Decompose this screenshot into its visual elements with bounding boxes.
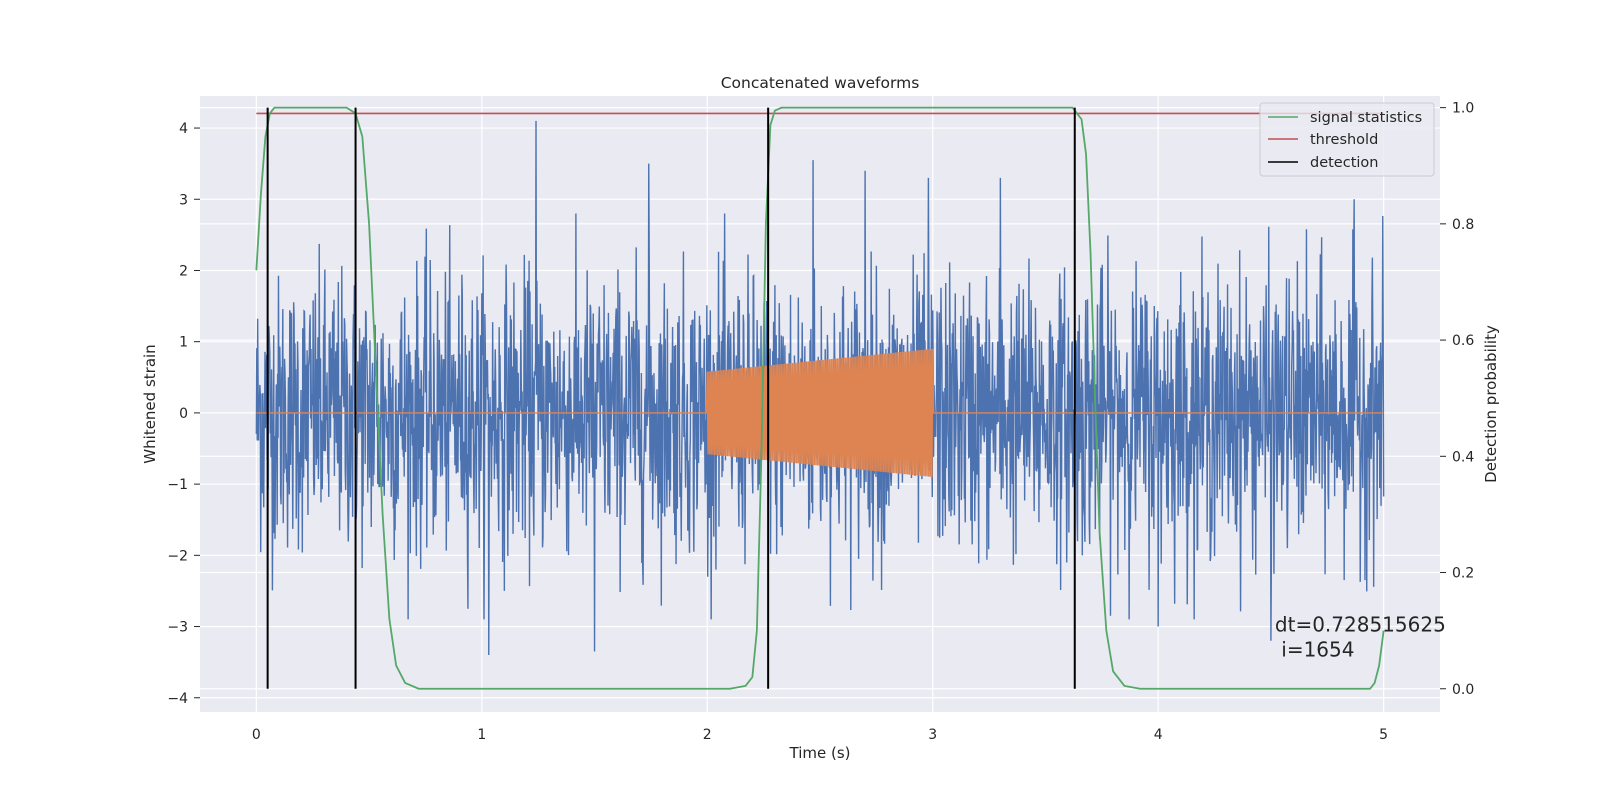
x-tick-label: 1 bbox=[477, 727, 486, 743]
x-tick-label: 5 bbox=[1379, 727, 1388, 743]
legend: signal statistics threshold detection bbox=[1259, 102, 1435, 177]
left-y-tick-labels: −4 −3 −2 −1 0 1 2 3 4 bbox=[167, 121, 200, 707]
right-y-tick-label: 0.8 bbox=[1452, 217, 1474, 233]
series-layer bbox=[255, 106, 1385, 690]
left-y-tick-label: 3 bbox=[179, 192, 188, 208]
chart-title: Concatenated waveforms bbox=[721, 74, 920, 92]
x-tick-label: 3 bbox=[928, 727, 937, 743]
x-tick-label: 4 bbox=[1154, 727, 1163, 743]
legend-label-threshold: threshold bbox=[1310, 132, 1378, 148]
x-tick-label: 0 bbox=[252, 727, 261, 743]
annotation-dt: dt=0.728515625 bbox=[1275, 613, 1446, 637]
left-y-axis-label: Whitened strain bbox=[141, 344, 159, 463]
injected-waveform-line bbox=[256, 348, 1384, 477]
right-y-tick-label: 1.0 bbox=[1452, 101, 1474, 117]
left-y-tick-label: −4 bbox=[167, 691, 188, 707]
right-y-tick-labels: 0.0 0.2 0.4 0.6 0.8 1.0 bbox=[1440, 101, 1474, 698]
legend-label-signal-statistics: signal statistics bbox=[1310, 110, 1422, 126]
annotation: dt=0.728515625 i=1654 bbox=[1275, 613, 1446, 662]
left-y-tick-label: −2 bbox=[167, 548, 188, 564]
left-y-tick-label: 1 bbox=[179, 335, 188, 351]
left-y-tick-label: 2 bbox=[179, 263, 188, 279]
right-y-tick-label: 0.4 bbox=[1452, 449, 1474, 465]
annotation-index: i=1654 bbox=[1275, 638, 1355, 662]
right-y-axis-label: Detection probability bbox=[1482, 325, 1500, 483]
left-y-tick-label: −3 bbox=[167, 620, 188, 636]
x-axis-label: Time (s) bbox=[789, 744, 851, 762]
right-y-tick-label: 0.0 bbox=[1452, 682, 1474, 698]
right-y-tick-label: 0.6 bbox=[1452, 333, 1474, 349]
signal-statistics-line bbox=[255, 106, 1385, 690]
left-y-tick-label: 4 bbox=[179, 121, 188, 137]
x-tick-labels: 0 1 2 3 4 5 bbox=[252, 727, 1388, 743]
left-y-tick-label: −1 bbox=[167, 477, 188, 493]
right-y-tick-label: 0.2 bbox=[1452, 566, 1474, 582]
left-y-tick-label: 0 bbox=[179, 406, 188, 422]
x-tick-label: 2 bbox=[703, 727, 712, 743]
legend-label-detection: detection bbox=[1310, 155, 1378, 171]
legend-box bbox=[1259, 102, 1435, 177]
